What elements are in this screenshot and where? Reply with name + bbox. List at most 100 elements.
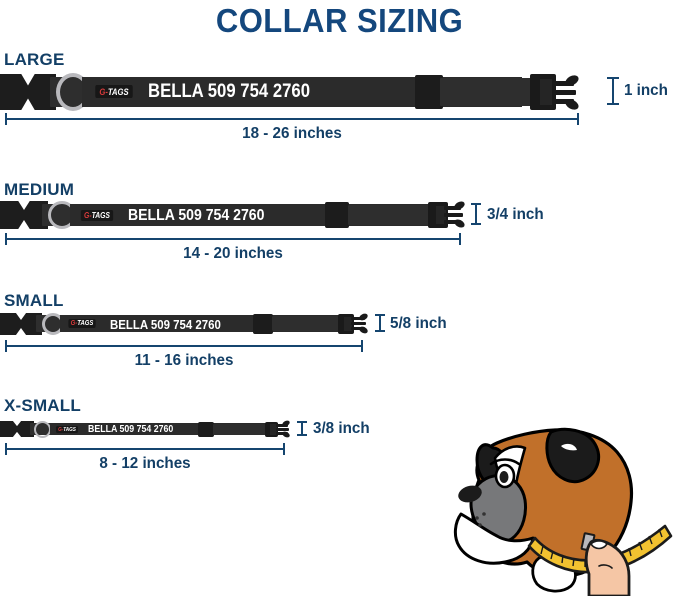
buckle-prong-top-large <box>552 81 574 86</box>
gtags-g-small: G- <box>70 320 78 327</box>
buckle-prong-mid-large <box>552 90 576 95</box>
collar-keeper-medium <box>325 202 349 228</box>
strap-width-marker-small <box>375 314 385 332</box>
strap-width-text-medium: 3/4 inch <box>487 206 544 223</box>
strap-width-marker-xsmall <box>297 421 307 436</box>
dim-cap-right-xsmall <box>283 443 285 455</box>
engraving-text-small: BELLA 509 754 2760 <box>110 317 221 332</box>
marker-serif-bottom-large <box>607 103 619 105</box>
buckle-prong-tip-bottom-xsmall <box>281 430 291 439</box>
buckle-neck-medium <box>436 206 446 224</box>
collar-graphic-small: G- TAGS BELLA 509 754 2760 <box>0 311 400 337</box>
gtags-brand-badge-small: G- TAGS <box>68 319 96 328</box>
strap-width-text-small: 5/8 inch <box>390 315 447 332</box>
buckle-prong-bottom-small <box>351 327 365 330</box>
collar-strap-right-medium <box>348 205 436 225</box>
gtags-tags-large: TAGS <box>107 86 129 97</box>
buckle-prong-top-small <box>351 317 365 320</box>
size-block-large: LARGE G- TAGS BELLA 509 754 2760 <box>0 0 679 150</box>
length-text-xsmall: 8 - 12 inches <box>99 455 191 472</box>
size-label-medium: MEDIUM <box>4 180 75 199</box>
collar-strap-right-large <box>440 78 542 106</box>
boxer-dog-icon <box>453 427 673 596</box>
hand-fingernail <box>589 540 609 550</box>
dim-cap-right-large <box>577 113 579 125</box>
collar-end-tip-xsmall <box>0 421 34 437</box>
length-text-large: 18 - 26 inches <box>242 125 342 142</box>
strap-width-text-large: 1 inch <box>624 82 668 99</box>
gtags-brand-badge-medium: G- TAGS <box>80 210 114 221</box>
strap-width-marker-medium <box>471 203 481 225</box>
hand-knuckle-crease <box>598 564 613 569</box>
dog-brow <box>489 458 521 466</box>
engraving-text-large: BELLA 509 754 2760 <box>148 81 311 102</box>
marker-stem-small <box>379 314 381 332</box>
dog-whisker-dot-2 <box>482 512 486 516</box>
dim-bar-small <box>5 345 363 347</box>
dog-nose <box>458 485 482 503</box>
buckle-prong-tip-top-small <box>358 312 369 322</box>
length-dimension-line-medium <box>5 233 461 245</box>
size-block-small: SMALL G- TAGS BELLA 509 754 2760 <box>0 0 679 369</box>
marker-serif-bottom-medium <box>471 223 481 225</box>
length-text-small: 11 - 16 inches <box>134 352 234 369</box>
length-dimension-line-large <box>5 113 579 125</box>
strap-width-text-xsmall: 3/8 inch <box>313 420 370 437</box>
buckle-prong-bottom-medium <box>444 220 461 224</box>
size-label-xsmall: X-SMALL <box>4 396 81 415</box>
gtags-brand-badge-xsmall: G- TAGS <box>55 426 79 433</box>
buckle-prong-top-medium <box>444 206 461 210</box>
dog-chin <box>453 512 535 565</box>
size-block-xsmall: X-SMALL G- TAGS BELLA 509 754 2760 <box>0 0 679 472</box>
dim-bar-medium <box>5 238 461 240</box>
length-dimension-line-xsmall <box>5 443 285 455</box>
dog-whisker-dot-1 <box>475 516 479 520</box>
marker-stem-xsmall <box>301 421 303 436</box>
gtags-g-medium: G- <box>84 211 92 220</box>
strap-width-marker-large <box>607 77 619 105</box>
size-block-medium: MEDIUM G- TAGS BELLA 509 754 2760 <box>0 0 679 262</box>
marker-serif-bottom-small <box>375 330 385 332</box>
gtags-g-xsmall: G- <box>58 426 64 433</box>
engraving-text-xsmall: BELLA 509 754 2760 <box>88 424 174 435</box>
buckle-prong-tip-bottom-medium <box>453 217 466 230</box>
d-ring-xsmall <box>34 421 51 438</box>
marker-serif-bottom-xsmall <box>297 434 307 436</box>
measuring-tape-band <box>527 524 673 574</box>
gtags-tags-small: TAGS <box>77 320 94 327</box>
dim-bar-xsmall <box>5 448 285 450</box>
gtags-tags-xsmall: TAGS <box>63 426 76 433</box>
collar-end-tip-medium <box>0 201 48 229</box>
dim-bar-large <box>5 118 579 120</box>
hand-finger <box>584 538 631 596</box>
collar-keeper-xsmall <box>198 422 214 437</box>
collar-keeper-small <box>253 314 273 334</box>
dog-measuring-illustration <box>443 418 679 596</box>
gtags-brand-badge-large: G- TAGS <box>95 85 133 98</box>
gtags-g-large: G- <box>99 86 108 97</box>
dog-pupil <box>499 471 509 483</box>
size-label-small: SMALL <box>4 291 64 310</box>
marker-stem-medium <box>475 203 477 225</box>
buckle-neck-small <box>344 317 352 331</box>
dog-whisker-dot-3 <box>478 523 482 527</box>
engraving-text-medium: BELLA 509 754 2760 <box>128 207 265 224</box>
gtags-tags-medium: TAGS <box>91 211 110 220</box>
dim-cap-right-small <box>361 340 363 352</box>
buckle-neck-large <box>540 79 552 105</box>
buckle-neck-xsmall <box>270 424 277 435</box>
page-title: COLLAR SIZING <box>215 2 464 39</box>
size-label-large: LARGE <box>4 50 65 69</box>
dog-ear-right <box>545 427 600 484</box>
collar-strap-right-xsmall <box>213 424 271 435</box>
buckle-prong-bottom-large <box>552 99 574 104</box>
collar-keeper-large <box>415 75 443 109</box>
buckle-prong-mid-small <box>351 322 366 325</box>
collar-end-tip-small <box>0 313 42 335</box>
collar-strap-right-small <box>272 316 344 331</box>
collar-graphic-large: G- TAGS BELLA 509 754 2760 <box>0 72 600 112</box>
buckle-prong-mid-xsmall <box>276 428 289 431</box>
dog-ear-highlight <box>561 443 577 451</box>
collar-graphic-medium: G- TAGS BELLA 509 754 2760 <box>0 199 500 231</box>
